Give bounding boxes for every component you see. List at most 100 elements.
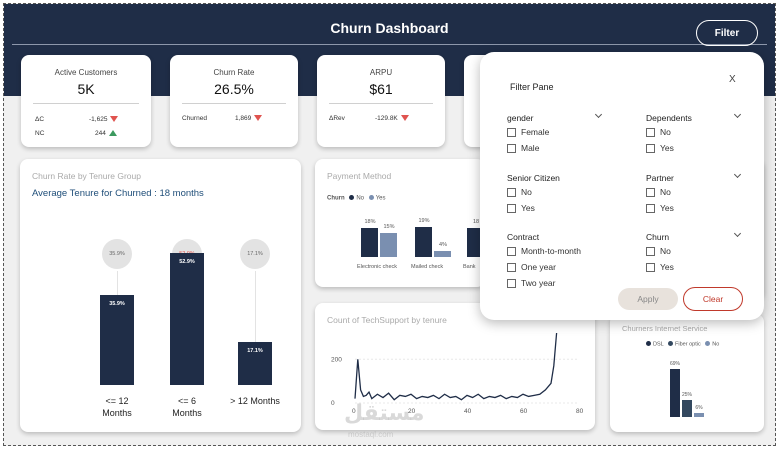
option-label: One year [521, 262, 556, 272]
chevron-down-icon[interactable] [733, 110, 742, 119]
kpi-divider [33, 103, 139, 104]
chevron-down-icon[interactable] [733, 229, 742, 238]
bar-value-label: 52.9% [179, 258, 195, 265]
filter-group-churn[interactable]: Churn [646, 232, 670, 242]
filter-group-partner[interactable]: Partner [646, 173, 674, 183]
checkbox[interactable] [646, 262, 655, 272]
filter-group-gender[interactable]: gender [507, 113, 534, 123]
checkbox[interactable] [646, 246, 655, 256]
payment-bar [415, 226, 432, 257]
kpi-active-customers: Active Customers 5K ΔC -1,625 NC 244 [21, 55, 151, 147]
option-label: Male [521, 143, 540, 153]
legend-dot-icon [646, 341, 651, 346]
chart-legend: Churn No Yes [327, 195, 385, 202]
option-label: Female [521, 127, 550, 137]
card-title: Count of TechSupport by tenure [327, 315, 447, 325]
filter-option-female[interactable]: Female [507, 127, 549, 137]
kpi-label: Active Customers [54, 68, 118, 77]
filter-group-contract[interactable]: Contract [507, 232, 540, 242]
filter-option-two-year[interactable]: Two year [507, 278, 556, 288]
category-label: Electronic check [357, 264, 398, 270]
tenure-bar: 35.9% [100, 295, 134, 385]
filter-pane: Filter Pane X gender Female Male Depende… [480, 52, 764, 320]
kpi-label: ARPU [369, 68, 393, 77]
kpi-label: Churn Rate [213, 68, 255, 77]
payment-bar [467, 228, 484, 257]
kpi-divider [329, 103, 433, 104]
filter-option-dependents-yes[interactable]: Yes [646, 143, 674, 153]
payment-bar [380, 233, 397, 257]
option-label: No [660, 187, 671, 197]
checkbox[interactable] [646, 203, 655, 213]
clear-button[interactable]: Clear [683, 287, 743, 311]
techsupport-line [354, 332, 558, 401]
filter-option-churn-yes[interactable]: Yes [646, 262, 674, 272]
kpi-sub-label: ΔC [35, 116, 45, 123]
checkbox[interactable] [507, 246, 516, 256]
filter-option-senior-yes[interactable]: Yes [507, 203, 535, 213]
filter-option-month-to-month[interactable]: Month-to-month [507, 246, 581, 256]
filter-option-dependents-no[interactable]: No [646, 127, 671, 137]
legend-item: No [356, 195, 365, 202]
bubble-stem [255, 271, 256, 343]
filter-option-partner-no[interactable]: No [646, 187, 671, 197]
checkbox[interactable] [507, 203, 516, 213]
option-label: Yes [660, 143, 674, 153]
bar-value-label: 17.1% [247, 348, 263, 355]
checkbox[interactable] [507, 278, 516, 288]
kpi-sub-label: Churned [182, 115, 207, 122]
bar-value-label: 25% [681, 391, 692, 398]
category-label: Mailed check [411, 264, 444, 270]
internet-bar [670, 368, 680, 417]
legend-item: No [712, 341, 720, 348]
payment-method-card: Payment Method Churn No Yes 18% 15% Electr… [315, 159, 485, 287]
legend-item: DSL [653, 341, 664, 348]
up-arrow-icon [108, 130, 117, 136]
close-icon[interactable]: X [729, 74, 736, 85]
bubble-stem [117, 271, 118, 296]
filter-button[interactable]: Filter [696, 20, 758, 46]
checkbox[interactable] [507, 262, 516, 272]
chart-legend: DSL Fiber optic No [646, 341, 719, 348]
kpi-sub-label: NC [35, 130, 45, 137]
tenure-bar: 52.9% [170, 252, 204, 385]
category-label: > 12 Months [230, 396, 280, 406]
checkbox[interactable] [646, 187, 655, 197]
kpi-arpu: ARPU $61 ΔRev -129.8K [317, 55, 445, 147]
checkbox[interactable] [507, 127, 516, 137]
chevron-down-icon[interactable] [594, 110, 603, 119]
kpi-value: 26.5% [214, 81, 254, 97]
apply-button[interactable]: Apply [618, 288, 678, 310]
bar-value-label: 69% [669, 360, 680, 367]
kpi-sub-value: 1,869 [235, 115, 263, 122]
bar-value-label: 6% [695, 404, 703, 411]
kpi-sub-value: -1,625 [89, 116, 119, 123]
filter-option-one-year[interactable]: One year [507, 262, 556, 272]
option-label: Month-to-month [521, 246, 581, 256]
tenure-bar: 17.1% [238, 342, 272, 385]
filter-option-churn-no[interactable]: No [646, 246, 671, 256]
payment-bar [361, 228, 378, 257]
filter-option-partner-yes[interactable]: Yes [646, 203, 674, 213]
category-label: Bank [463, 264, 476, 270]
filter-pane-title: Filter Pane [510, 82, 554, 92]
tenure-card: Churn Rate by Tenure Group Average Tenur… [20, 159, 301, 432]
watermark-logo: مستقل [344, 400, 425, 425]
header-divider [12, 44, 767, 45]
filter-group-senior-citizen[interactable]: Senior Citizen [507, 173, 560, 183]
checkbox[interactable] [507, 143, 516, 153]
kpi-sub-value: -129.8K [375, 115, 409, 122]
kpi-sub-value: 244 [95, 130, 117, 137]
checkbox[interactable] [507, 187, 516, 197]
checkbox[interactable] [646, 127, 655, 137]
x-tick-label: 60 [520, 408, 528, 415]
checkbox[interactable] [646, 143, 655, 153]
option-label: No [660, 127, 671, 137]
payment-bar [434, 250, 451, 257]
x-tick-label: 80 [576, 408, 584, 415]
filter-option-senior-no[interactable]: No [507, 187, 532, 197]
chevron-down-icon[interactable] [733, 170, 742, 179]
filter-option-male[interactable]: Male [507, 143, 539, 153]
filter-group-dependents[interactable]: Dependents [646, 113, 692, 123]
option-label: Yes [660, 203, 674, 213]
